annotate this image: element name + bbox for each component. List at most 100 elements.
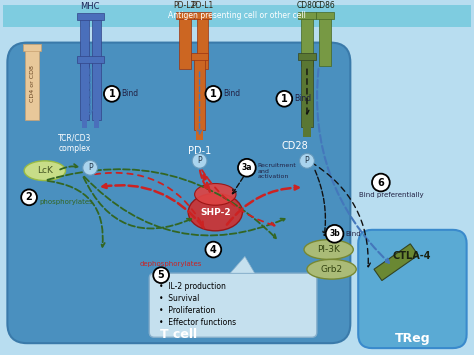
Circle shape: [326, 225, 344, 243]
FancyArrowPatch shape: [305, 69, 309, 114]
FancyBboxPatch shape: [191, 54, 209, 60]
FancyBboxPatch shape: [196, 130, 203, 140]
Circle shape: [83, 160, 98, 175]
Text: Bind: Bind: [294, 94, 311, 103]
FancyBboxPatch shape: [80, 15, 89, 66]
Text: 2: 2: [26, 192, 32, 202]
Text: Grb2: Grb2: [320, 265, 343, 274]
FancyBboxPatch shape: [197, 15, 209, 69]
Circle shape: [238, 159, 256, 177]
FancyBboxPatch shape: [3, 5, 471, 355]
FancyBboxPatch shape: [194, 12, 211, 19]
FancyArrowPatch shape: [88, 69, 92, 114]
Text: PI-3K: PI-3K: [317, 245, 340, 254]
FancyArrowPatch shape: [102, 184, 204, 228]
Text: Bind: Bind: [346, 231, 361, 237]
FancyArrowPatch shape: [83, 177, 191, 229]
FancyArrowPatch shape: [198, 72, 201, 134]
FancyArrowPatch shape: [315, 170, 327, 235]
Text: 1: 1: [109, 89, 115, 99]
Text: CD28: CD28: [282, 141, 309, 151]
FancyBboxPatch shape: [298, 12, 316, 19]
Text: PD-L1: PD-L1: [191, 1, 214, 10]
Circle shape: [300, 153, 314, 168]
FancyArrowPatch shape: [317, 69, 389, 263]
Text: CD80: CD80: [297, 1, 318, 10]
Text: P: P: [197, 156, 202, 165]
FancyBboxPatch shape: [316, 12, 334, 19]
Text: •  IL-2 production: • IL-2 production: [159, 282, 226, 291]
FancyBboxPatch shape: [301, 56, 313, 127]
FancyBboxPatch shape: [149, 273, 317, 337]
FancyArrowPatch shape: [311, 162, 370, 267]
FancyBboxPatch shape: [8, 43, 350, 343]
Ellipse shape: [304, 240, 353, 260]
Text: 1: 1: [281, 94, 288, 104]
FancyBboxPatch shape: [303, 127, 311, 137]
Text: 3a: 3a: [242, 163, 252, 172]
FancyBboxPatch shape: [77, 56, 104, 63]
FancyBboxPatch shape: [94, 120, 99, 129]
Text: MHC: MHC: [81, 2, 100, 11]
Text: Bind: Bind: [122, 89, 139, 98]
Text: 6: 6: [377, 178, 384, 187]
FancyBboxPatch shape: [301, 15, 313, 66]
FancyBboxPatch shape: [176, 12, 194, 19]
Text: Recruitment
and
activation: Recruitment and activation: [258, 163, 296, 179]
FancyArrowPatch shape: [200, 170, 207, 189]
Text: T cell: T cell: [160, 328, 197, 341]
Circle shape: [372, 174, 390, 191]
FancyBboxPatch shape: [25, 47, 39, 120]
Text: SHP-2: SHP-2: [200, 208, 231, 217]
FancyBboxPatch shape: [77, 13, 104, 20]
Circle shape: [205, 242, 221, 257]
Text: P: P: [305, 156, 309, 165]
Circle shape: [21, 190, 37, 205]
FancyBboxPatch shape: [92, 15, 101, 66]
Circle shape: [276, 91, 292, 106]
Ellipse shape: [307, 260, 356, 279]
Ellipse shape: [188, 193, 242, 231]
FancyBboxPatch shape: [358, 230, 466, 348]
Circle shape: [192, 153, 207, 168]
Text: 3b: 3b: [329, 229, 340, 238]
Circle shape: [153, 267, 169, 283]
FancyBboxPatch shape: [319, 15, 331, 66]
FancyArrowPatch shape: [84, 177, 285, 235]
FancyArrowPatch shape: [60, 164, 78, 169]
Bar: [374, 244, 418, 280]
Circle shape: [205, 86, 221, 102]
Text: dephosphorylates: dephosphorylates: [140, 261, 202, 267]
Text: phosphorylates: phosphorylates: [39, 199, 92, 205]
Text: CTLA-4: CTLA-4: [392, 251, 431, 261]
Text: P: P: [88, 163, 92, 172]
FancyArrowPatch shape: [203, 175, 210, 192]
Text: PD-1: PD-1: [188, 146, 211, 156]
Text: LcK: LcK: [37, 166, 53, 175]
Text: PD-L2: PD-L2: [173, 1, 196, 10]
FancyBboxPatch shape: [92, 59, 101, 120]
FancyBboxPatch shape: [3, 5, 471, 27]
Text: 4: 4: [210, 245, 217, 255]
Text: TReg: TReg: [395, 332, 430, 345]
Ellipse shape: [195, 184, 236, 205]
Circle shape: [104, 86, 120, 102]
FancyArrowPatch shape: [95, 173, 203, 226]
FancyBboxPatch shape: [82, 120, 87, 129]
FancyBboxPatch shape: [80, 59, 89, 120]
Text: •  Effector functions: • Effector functions: [159, 318, 236, 327]
Text: TCR/CD3
complex: TCR/CD3 complex: [58, 133, 91, 153]
FancyBboxPatch shape: [194, 56, 205, 130]
Ellipse shape: [24, 161, 65, 181]
FancyArrowPatch shape: [227, 186, 299, 225]
Text: 5: 5: [158, 270, 164, 280]
Text: CD86: CD86: [314, 1, 335, 10]
Text: Bind: Bind: [223, 89, 240, 98]
FancyBboxPatch shape: [23, 44, 41, 51]
Text: •  Survival: • Survival: [159, 294, 200, 303]
FancyArrowPatch shape: [232, 177, 243, 194]
Polygon shape: [230, 256, 255, 273]
Text: •  Proliferation: • Proliferation: [159, 306, 215, 315]
Text: 1: 1: [210, 89, 217, 99]
FancyArrowPatch shape: [202, 170, 275, 226]
